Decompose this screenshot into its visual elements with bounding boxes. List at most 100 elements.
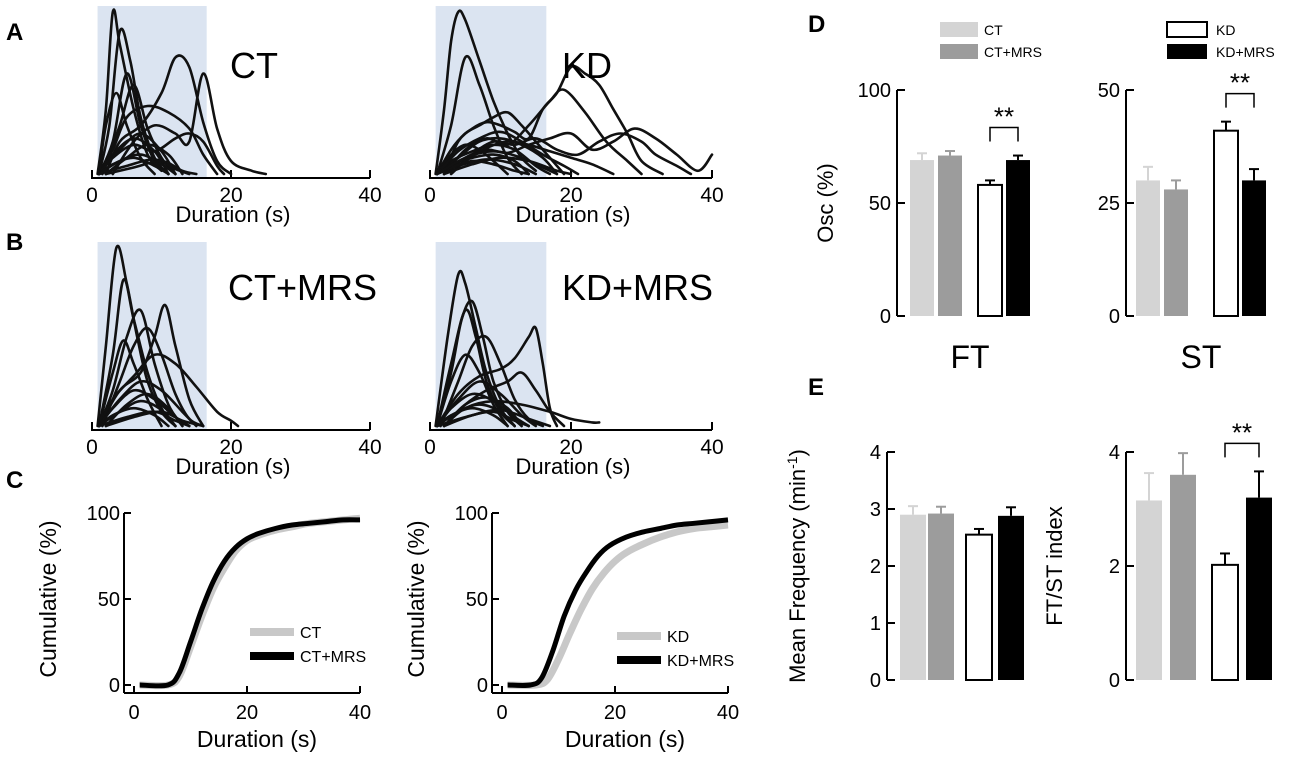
y-tick-label: 1 — [870, 613, 881, 635]
y-tick-label: 50 — [869, 193, 891, 215]
condition-label: CT+MRS — [228, 267, 377, 308]
condition-label: KD — [562, 45, 612, 86]
x-axis-label: Duration (s) — [565, 726, 685, 752]
y-tick-label: 0 — [870, 670, 881, 692]
x-tick-label: 0 — [128, 702, 139, 724]
y-tick-label: 4 — [1109, 442, 1120, 464]
x-tick-label: 20 — [236, 702, 258, 724]
bar-ct-mrs — [1164, 189, 1188, 316]
trace-line — [435, 130, 580, 176]
y-tick-label: 100 — [455, 503, 488, 525]
x-axis-label: Duration (s) — [176, 202, 291, 227]
x-tick-label: 0 — [496, 702, 507, 724]
y-axis-label-text: Mean Frequency (min — [785, 469, 810, 683]
legend-label-ct: CT — [984, 22, 1003, 38]
trace-line — [97, 308, 184, 428]
trace-line — [97, 137, 170, 176]
chart-b-kdmrs: 0 20 40 Duration (s) KD+MRS — [424, 242, 724, 479]
trace-line — [111, 72, 268, 176]
trace-line — [101, 83, 177, 176]
chart-c-ct: 0 50 100 0 20 40 Duration (s) Cumulative (%) CT C… — [35, 503, 371, 752]
bar-kd-mrs — [1006, 160, 1030, 316]
y-tick-label: 0 — [109, 675, 120, 697]
trace-line — [442, 408, 552, 428]
chart-e-frequency: 0 1 2 3 4 Mean Frequency (min-1) — [784, 442, 1024, 692]
trace-line — [435, 325, 559, 428]
y-tick-label: 0 — [1109, 306, 1120, 328]
y-axis-label: Cumulative (%) — [35, 520, 61, 677]
y-tick-label: 50 — [98, 589, 120, 611]
chart-d-ft: 0 50 100 FT ** Osc (%) — [813, 80, 1030, 375]
y-tick-label: 50 — [1098, 80, 1120, 102]
x-tick-label: 0 — [424, 436, 436, 459]
legend-label: KD+MRS — [667, 653, 734, 670]
panel-label-e: E — [808, 374, 824, 401]
significance-label: ** — [1230, 68, 1250, 98]
trace-line — [442, 127, 714, 176]
y-axis-label-text: Osc (%) — [813, 163, 838, 242]
x-axis-label: Duration (s) — [197, 726, 317, 752]
significance-bracket — [989, 126, 1019, 142]
x-tick-label: 20 — [219, 436, 242, 459]
bar-kd — [1211, 563, 1239, 681]
trace-line — [435, 353, 509, 428]
x-tick-label: 0 — [86, 436, 98, 459]
bar-kd-mrs — [1246, 497, 1272, 680]
legend-label: CT+MRS — [300, 649, 366, 666]
y-tick-label: 0 — [880, 306, 891, 328]
x-tick-label: 20 — [559, 436, 582, 459]
group-label: FT — [950, 339, 989, 375]
trace-line — [97, 132, 177, 176]
series-line — [507, 517, 729, 688]
y-axis-label-superscript: -1 — [784, 456, 800, 469]
x-tick-label: 0 — [424, 184, 436, 207]
y-tick-label: 100 — [858, 80, 891, 102]
y-tick-label: 4 — [870, 442, 881, 464]
group-label: ST — [1181, 339, 1222, 375]
x-axis-label: Duration (s) — [516, 454, 631, 479]
trace-line — [104, 143, 184, 176]
trace-line — [97, 406, 170, 428]
bar-kd-mrs — [998, 515, 1024, 680]
legend-swatch-kd — [1166, 21, 1208, 38]
x-tick-label: 20 — [604, 702, 626, 724]
significance-bracket — [1225, 92, 1255, 108]
series-line — [139, 517, 361, 689]
condition-label: CT — [230, 45, 278, 86]
x-tick-label: 20 — [559, 184, 582, 207]
legend-label: KD — [667, 629, 689, 646]
bar-kd — [1213, 129, 1239, 317]
y-tick-label: 100 — [87, 503, 120, 525]
trace-line — [97, 132, 226, 176]
trace-line — [96, 8, 163, 176]
trace-line — [435, 143, 509, 176]
x-tick-label: 40 — [700, 436, 723, 459]
bar-kd — [965, 533, 993, 682]
panel-label-a: A — [6, 19, 23, 46]
panel-label-d: D — [808, 11, 825, 38]
y-axis-label: FT/ST index — [1042, 506, 1067, 625]
trace-line — [435, 150, 559, 176]
y-tick-label: 2 — [870, 556, 881, 578]
legend-label: CT — [300, 625, 322, 642]
chart-a-kd: 0 20 40 Duration (s) KD — [424, 6, 724, 227]
legend-swatch-ctmrs — [940, 44, 978, 59]
y-axis-label: Osc (%) — [813, 163, 838, 242]
y-tick-label: 25 — [1098, 193, 1120, 215]
y-tick-label: 0 — [477, 675, 488, 697]
trace-line — [97, 156, 170, 176]
trace-line — [435, 136, 559, 176]
x-tick-label: 40 — [358, 184, 381, 207]
legend-swatch-ct — [940, 22, 978, 37]
significance-label: ** — [994, 102, 1014, 132]
series-line — [507, 521, 729, 689]
y-tick-label: 3 — [870, 499, 881, 521]
x-tick-label: 0 — [86, 184, 98, 207]
bar-kd — [977, 183, 1003, 317]
legend-label-kd: KD — [1216, 22, 1235, 38]
trace-line — [449, 132, 693, 176]
x-tick-label: 40 — [358, 436, 381, 459]
bar-ct-mrs — [938, 155, 962, 316]
y-axis-label-text: FT/ST index — [1042, 506, 1067, 625]
